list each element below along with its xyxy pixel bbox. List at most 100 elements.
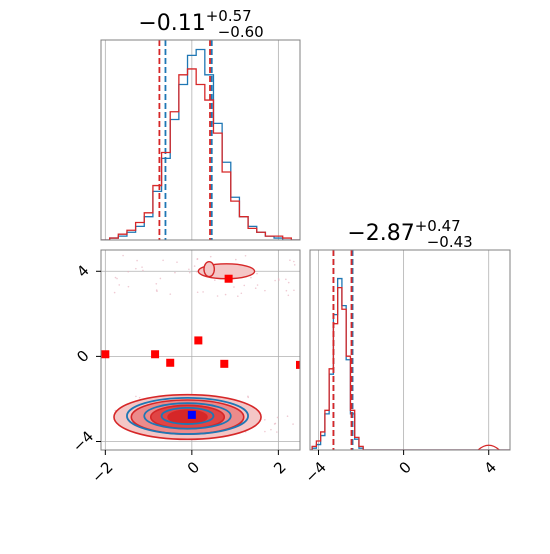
sample-point [169, 293, 172, 295]
sample-point [188, 271, 191, 274]
red-secondary-contour [203, 261, 216, 278]
sample-point [243, 284, 246, 287]
sample-point [289, 259, 291, 261]
x-tick-label: 4 [481, 458, 500, 477]
sample-point [122, 254, 124, 257]
hist-line-red [101, 68, 300, 240]
panel-title-param-2: −2.87+0.47 −0.43 [347, 217, 472, 251]
sample-point [188, 268, 190, 271]
sample-point [193, 265, 196, 267]
x-tick-label: −2 [88, 458, 116, 486]
sample-point [285, 289, 288, 292]
y-tick-label: 4 [73, 262, 92, 281]
red-square-marker [101, 350, 110, 359]
sample-point [237, 295, 239, 298]
red-contour-level-4 [167, 409, 208, 425]
panel-frame [100, 249, 301, 451]
sample-point [293, 260, 295, 263]
sample-point [247, 396, 250, 399]
sample-point [196, 258, 199, 260]
sample-point [276, 416, 279, 419]
sample-point [235, 258, 237, 261]
sample-point [127, 270, 130, 273]
panel-frame [309, 249, 511, 451]
sample-point [264, 418, 266, 421]
sample-point [162, 259, 164, 262]
red-square-marker [151, 350, 160, 359]
hist-series-group [310, 250, 510, 450]
sample-point [135, 395, 137, 398]
sample-point [141, 266, 143, 268]
title-median: −2.87 [347, 221, 414, 246]
hist-series-group [101, 40, 300, 240]
title-median: −0.11 [138, 11, 205, 36]
red-square-marker [296, 360, 300, 369]
sample-point [127, 285, 130, 288]
panel-frame [100, 39, 301, 241]
panel-title-param-1: −0.11+0.57 −0.60 [138, 7, 263, 41]
sample-point [135, 267, 137, 270]
sample-point [293, 289, 295, 292]
x-tick-label: 0 [184, 458, 203, 477]
hist-line-blue [101, 48, 300, 240]
sample-point [285, 278, 287, 281]
sample-point [270, 428, 272, 431]
sample-point [293, 264, 296, 266]
sample-point [202, 291, 204, 293]
sample-point [244, 254, 247, 257]
sample-point [176, 261, 178, 263]
sample-point [142, 269, 144, 272]
sample-point [264, 289, 266, 292]
sample-point [256, 272, 258, 275]
blue-contour-level-1 [126, 396, 249, 435]
sample-point [196, 291, 199, 294]
title-upper: +0.57 [206, 7, 252, 25]
sample-point [274, 422, 277, 425]
title-lower: −0.43 [427, 233, 473, 251]
sample-point [209, 255, 212, 258]
sample-point [233, 286, 235, 288]
sample-point [276, 431, 278, 433]
blue-contour-level-3 [160, 406, 215, 425]
red-square-marker [224, 274, 233, 283]
sample-point [287, 294, 290, 297]
sample-point [287, 281, 290, 284]
sample-point [113, 291, 116, 294]
red-tail-bump [477, 444, 500, 450]
sample-point [274, 279, 276, 282]
sample-point [292, 423, 294, 425]
blue-contour-level-2 [143, 402, 232, 430]
x-tick-label: 0 [395, 458, 414, 477]
sample-point [116, 277, 118, 280]
histogram-panel-param-2: −2.87+0.47 −0.43 −4 0 4 [301, 217, 511, 486]
x-tick-label: 2 [270, 458, 289, 477]
sample-point [174, 271, 176, 274]
sample-point [118, 284, 121, 286]
sample-point [136, 259, 138, 262]
title-lower: −0.60 [218, 23, 264, 41]
y-tick-label: −4 [69, 427, 97, 455]
sample-point [138, 396, 141, 399]
sample-point [214, 279, 216, 281]
sample-point [196, 271, 198, 273]
red-square-marker [220, 359, 229, 368]
contour-panel: −2 0 2 −4 0 4 [69, 249, 301, 486]
sample-point [278, 279, 280, 281]
sample-point [156, 290, 158, 292]
sample-point [216, 295, 219, 297]
sample-point [286, 415, 289, 417]
red-square-marker [166, 358, 175, 367]
sample-point [155, 283, 158, 285]
sample-point [159, 277, 162, 280]
x-tick-label: −4 [301, 458, 329, 486]
contour-group [101, 254, 300, 441]
sample-point [240, 292, 243, 295]
sample-point [256, 284, 259, 286]
red-square-marker [194, 336, 203, 345]
sample-point [224, 293, 227, 296]
sample-point [264, 430, 266, 433]
sample-point [254, 287, 257, 290]
y-tick-label: 0 [73, 347, 92, 366]
hist-line-red [310, 286, 510, 450]
